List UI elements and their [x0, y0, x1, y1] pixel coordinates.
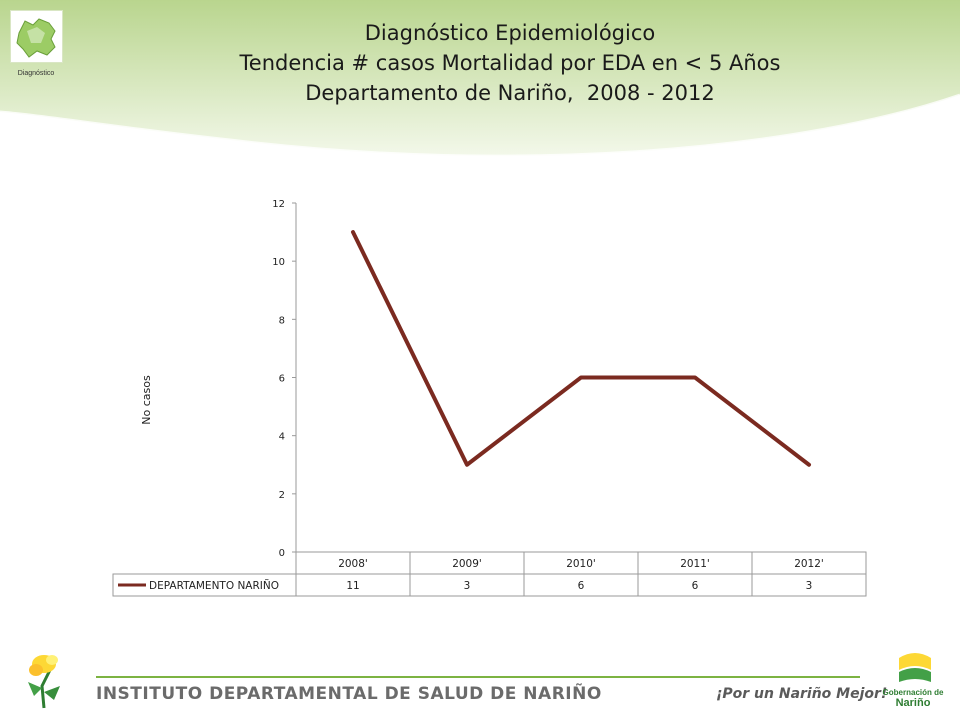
gov-caption-line-2: Nariño: [895, 697, 931, 709]
y-tick-label: 10: [272, 257, 285, 268]
y-tick-label: 2: [279, 490, 285, 501]
header-swoosh-background: [0, 0, 960, 158]
gobernacion-logo-caption: Gobernación de Nariño: [878, 688, 948, 709]
y-tick-label: 6: [279, 374, 285, 385]
table-value-cell: 3: [806, 580, 813, 592]
title-line-2: Tendencia # casos Mortalidad por EDA en …: [239, 51, 781, 75]
table-value-cell: 3: [464, 580, 471, 592]
nariño-map-logo: [10, 10, 63, 63]
institute-flower-logo-icon: [28, 655, 60, 709]
x-category-label: 2011': [680, 558, 710, 570]
logo-caption: Diagnóstico: [17, 70, 55, 77]
legend-label: DEPARTAMENTO NARIÑO: [149, 579, 279, 592]
title-line-3: Departamento de Nariño, 2008 - 2012: [305, 81, 715, 105]
y-axis: 0 2 4 6 8 10 12: [272, 199, 297, 559]
series-lines: [351, 230, 811, 467]
y-tick-label: 0: [279, 548, 285, 559]
map-icon: [16, 18, 56, 58]
y-tick-label: 12: [272, 199, 285, 210]
series-line: [351, 230, 811, 467]
slogan: ¡Por un Nariño Mejor!: [716, 686, 888, 702]
x-category-label: 2009': [452, 558, 482, 570]
x-category-label: 2008': [338, 558, 368, 570]
slide-title: Diagnóstico Epidemiológico Tendencia # c…: [150, 18, 870, 108]
data-table: DEPARTAMENTO NARIÑO 11 3 6 6 3 2008' 2009' 2010'…: [112, 551, 867, 597]
y-tick-label: 8: [279, 315, 285, 326]
footer-divider: [96, 676, 860, 678]
table-value-cell: 6: [578, 580, 585, 592]
table-value-cell: 11: [346, 580, 359, 592]
table-value-cell: 6: [692, 580, 699, 592]
y-tick-label: 4: [279, 432, 285, 443]
institution-name: INSTITUTO DEPARTAMENTAL DE SALUD DE NARI…: [96, 684, 602, 704]
x-category-label: 2010': [566, 558, 596, 570]
y-axis-label: No casos: [140, 375, 153, 425]
gov-caption-line-1: Gobernación de: [882, 688, 944, 697]
x-category-label: 2012': [794, 558, 824, 570]
table-series-row: [112, 573, 867, 597]
gobernacion-logo-icon: [899, 653, 931, 682]
title-line-1: Diagnóstico Epidemiológico: [364, 21, 656, 45]
